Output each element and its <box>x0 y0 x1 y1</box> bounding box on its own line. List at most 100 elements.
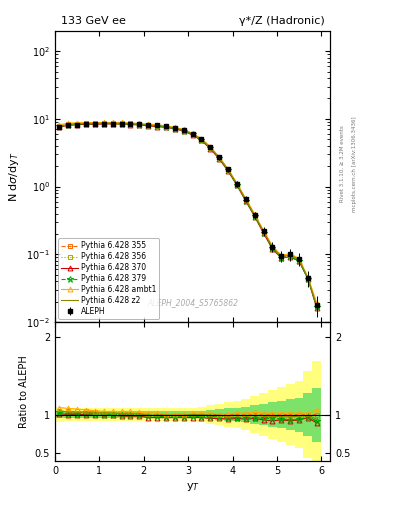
Pythia 6.428 379 <box>84 121 88 127</box>
Pythia 6.428 z2 <box>93 120 97 126</box>
Text: 133 GeV ee: 133 GeV ee <box>61 16 125 26</box>
Pythia 6.428 370 <box>137 122 142 128</box>
Pythia 6.428 355 <box>155 122 160 129</box>
Pythia 6.428 370 <box>163 124 168 131</box>
Pythia 6.428 ambt1 <box>217 154 222 160</box>
Pythia 6.428 356 <box>57 123 62 129</box>
Text: Rivet 3.1.10, ≥ 3.2M events: Rivet 3.1.10, ≥ 3.2M events <box>340 125 345 202</box>
Pythia 6.428 z2 <box>297 257 301 263</box>
Line: Pythia 6.428 379: Pythia 6.428 379 <box>56 120 320 310</box>
Pythia 6.428 355 <box>235 181 239 187</box>
Pythia 6.428 379 <box>279 254 284 261</box>
Pythia 6.428 355 <box>314 302 319 308</box>
Pythia 6.428 379 <box>261 229 266 236</box>
Pythia 6.428 356 <box>137 121 142 127</box>
Pythia 6.428 370 <box>235 182 239 188</box>
Pythia 6.428 379 <box>137 121 142 127</box>
Text: ALEPH_2004_S5765862: ALEPH_2004_S5765862 <box>147 298 238 308</box>
Pythia 6.428 ambt1 <box>243 196 248 202</box>
Pythia 6.428 356 <box>226 167 230 173</box>
Pythia 6.428 356 <box>243 197 248 203</box>
Pythia 6.428 370 <box>297 258 301 264</box>
Pythia 6.428 ambt1 <box>173 124 177 131</box>
Pythia 6.428 z2 <box>208 144 213 151</box>
Pythia 6.428 z2 <box>146 122 151 128</box>
Pythia 6.428 ambt1 <box>226 166 230 172</box>
Pythia 6.428 z2 <box>137 121 142 127</box>
Pythia 6.428 356 <box>66 121 71 127</box>
Pythia 6.428 ambt1 <box>306 274 310 280</box>
Pythia 6.428 z2 <box>199 136 204 142</box>
Pythia 6.428 355 <box>226 166 230 173</box>
Pythia 6.428 355 <box>128 120 133 126</box>
Pythia 6.428 z2 <box>84 120 88 126</box>
Pythia 6.428 z2 <box>119 120 124 126</box>
Pythia 6.428 ambt1 <box>93 119 97 125</box>
Pythia 6.428 z2 <box>235 181 239 187</box>
Text: γ*/Z (Hadronic): γ*/Z (Hadronic) <box>239 16 325 26</box>
Pythia 6.428 ambt1 <box>252 211 257 217</box>
Pythia 6.428 370 <box>217 156 222 162</box>
Pythia 6.428 ambt1 <box>181 126 186 133</box>
Pythia 6.428 355 <box>288 251 292 258</box>
Pythia 6.428 z2 <box>110 120 115 126</box>
Pythia 6.428 370 <box>110 121 115 127</box>
Pythia 6.428 ambt1 <box>84 119 88 125</box>
Pythia 6.428 356 <box>110 120 115 126</box>
Pythia 6.428 ambt1 <box>75 120 79 126</box>
Pythia 6.428 379 <box>226 167 230 174</box>
Y-axis label: N d$\sigma$/dy$_T$: N d$\sigma$/dy$_T$ <box>7 151 21 202</box>
Pythia 6.428 z2 <box>314 304 319 310</box>
Pythia 6.428 370 <box>146 123 151 129</box>
Pythia 6.428 356 <box>297 257 301 263</box>
Pythia 6.428 356 <box>101 120 106 126</box>
Pythia 6.428 370 <box>155 123 160 130</box>
Pythia 6.428 370 <box>57 124 62 130</box>
Pythia 6.428 356 <box>155 123 160 129</box>
Pythia 6.428 356 <box>208 144 213 151</box>
Pythia 6.428 356 <box>261 229 266 236</box>
Pythia 6.428 356 <box>279 254 284 261</box>
Pythia 6.428 ambt1 <box>297 255 301 262</box>
Pythia 6.428 379 <box>208 145 213 151</box>
Pythia 6.428 355 <box>190 131 195 137</box>
Pythia 6.428 356 <box>288 253 292 259</box>
Pythia 6.428 379 <box>57 123 62 130</box>
Pythia 6.428 370 <box>181 128 186 134</box>
Pythia 6.428 370 <box>306 276 310 282</box>
Pythia 6.428 355 <box>279 253 284 259</box>
Pythia 6.428 355 <box>75 120 79 126</box>
Pythia 6.428 ambt1 <box>66 120 71 126</box>
Pythia 6.428 355 <box>252 212 257 218</box>
Pythia 6.428 370 <box>75 122 79 128</box>
Pythia 6.428 370 <box>66 122 71 129</box>
Pythia 6.428 356 <box>75 121 79 127</box>
Line: Pythia 6.428 356: Pythia 6.428 356 <box>57 121 319 309</box>
Pythia 6.428 ambt1 <box>119 119 124 125</box>
Pythia 6.428 356 <box>146 122 151 128</box>
Pythia 6.428 355 <box>306 275 310 281</box>
Pythia 6.428 ambt1 <box>110 119 115 125</box>
Pythia 6.428 ambt1 <box>57 122 62 128</box>
Pythia 6.428 355 <box>199 136 204 142</box>
Pythia 6.428 z2 <box>252 212 257 219</box>
Pythia 6.428 355 <box>261 228 266 234</box>
Pythia 6.428 370 <box>226 168 230 174</box>
Line: Pythia 6.428 370: Pythia 6.428 370 <box>57 121 319 311</box>
Pythia 6.428 370 <box>190 132 195 138</box>
Pythia 6.428 ambt1 <box>270 243 275 249</box>
Pythia 6.428 379 <box>190 132 195 138</box>
Pythia 6.428 ambt1 <box>208 144 213 150</box>
Pythia 6.428 355 <box>110 120 115 126</box>
Pythia 6.428 z2 <box>226 167 230 173</box>
Pythia 6.428 370 <box>93 121 97 127</box>
Pythia 6.428 ambt1 <box>146 121 151 127</box>
Pythia 6.428 z2 <box>243 197 248 203</box>
Pythia 6.428 ambt1 <box>288 251 292 257</box>
Pythia 6.428 370 <box>243 198 248 204</box>
Pythia 6.428 z2 <box>279 253 284 260</box>
Pythia 6.428 379 <box>173 125 177 132</box>
Pythia 6.428 355 <box>93 120 97 126</box>
Line: Pythia 6.428 ambt1: Pythia 6.428 ambt1 <box>57 120 319 306</box>
Pythia 6.428 355 <box>181 126 186 133</box>
